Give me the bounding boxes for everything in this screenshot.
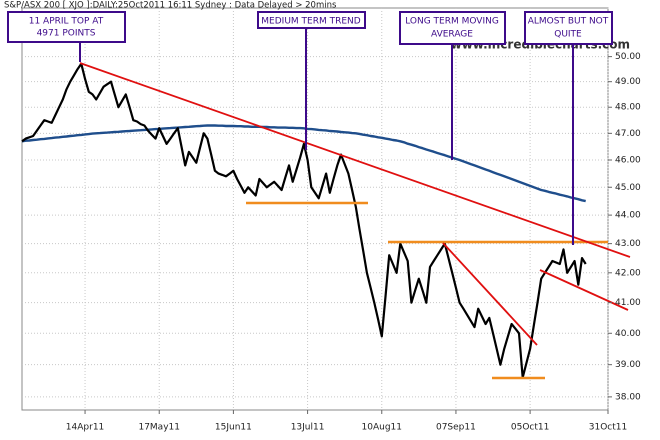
trend-line bbox=[79, 62, 631, 258]
y-tick-label: 44.00 bbox=[615, 211, 641, 221]
price-line bbox=[21, 62, 587, 379]
annotation-box bbox=[399, 11, 506, 45]
y-tick-label: 49.00 bbox=[615, 77, 641, 87]
price-line bbox=[21, 124, 586, 203]
annotation-text: QUITE bbox=[554, 30, 582, 40]
annotation-box bbox=[257, 11, 366, 29]
y-tick-label: 43.00 bbox=[615, 239, 641, 249]
x-tick-label: 31Oct11 bbox=[589, 423, 627, 433]
annotation: ALMOST BUT NOT QUITE bbox=[524, 11, 613, 245]
annotation-box bbox=[7, 11, 126, 43]
y-tick-label: 41.00 bbox=[615, 298, 641, 308]
y-tick-label: 42.00 bbox=[615, 268, 641, 278]
y-tick-label: 39.00 bbox=[615, 360, 641, 370]
annotation-text: MEDIUM TERM TREND bbox=[261, 17, 360, 27]
annotation-text: 11 APRIL TOP AT bbox=[29, 17, 104, 27]
trend-line bbox=[442, 242, 538, 346]
annotation-text: AVERAGE bbox=[431, 30, 473, 40]
x-tick-label: 14Apr11 bbox=[66, 423, 104, 433]
annotation: MEDIUM TERM TREND bbox=[257, 11, 366, 150]
y-tick-label: 40.00 bbox=[615, 329, 641, 339]
y-tick-label: 45.00 bbox=[615, 183, 641, 193]
annotation: LONG TERM MOVING AVERAGE bbox=[399, 11, 506, 160]
y-tick-label: 46.00 bbox=[615, 156, 641, 166]
x-tick-label: 10Aug11 bbox=[362, 423, 402, 433]
y-tick-label: 48.00 bbox=[615, 103, 641, 113]
y-tick-label: 47.00 bbox=[615, 129, 641, 139]
annotation-box bbox=[524, 11, 613, 45]
y-tick-label: 38.00 bbox=[615, 392, 641, 402]
trend-line bbox=[539, 269, 629, 311]
trend-lines bbox=[79, 62, 631, 380]
x-tick-label: 15Jun11 bbox=[215, 423, 252, 433]
chart-title: S&P/ASX 200 [ XJO ]:DAILY:25Oct2011 16:1… bbox=[4, 1, 337, 11]
annotation: 11 APRIL TOP AT 4971 POINTS bbox=[7, 11, 126, 62]
x-tick-label: 07Sep11 bbox=[436, 423, 476, 433]
y-tick-label: 50.00 bbox=[615, 52, 641, 62]
annotation-text: ALMOST BUT NOT bbox=[528, 17, 609, 27]
annotation-text: 4971 POINTS bbox=[37, 29, 96, 39]
x-tick-label: 13Jul11 bbox=[291, 423, 325, 433]
annotation-text: LONG TERM MOVING bbox=[405, 17, 499, 27]
x-tick-label: 05Oct11 bbox=[511, 423, 549, 433]
plot-area bbox=[21, 7, 609, 411]
x-tick-label: 17May11 bbox=[138, 423, 180, 433]
